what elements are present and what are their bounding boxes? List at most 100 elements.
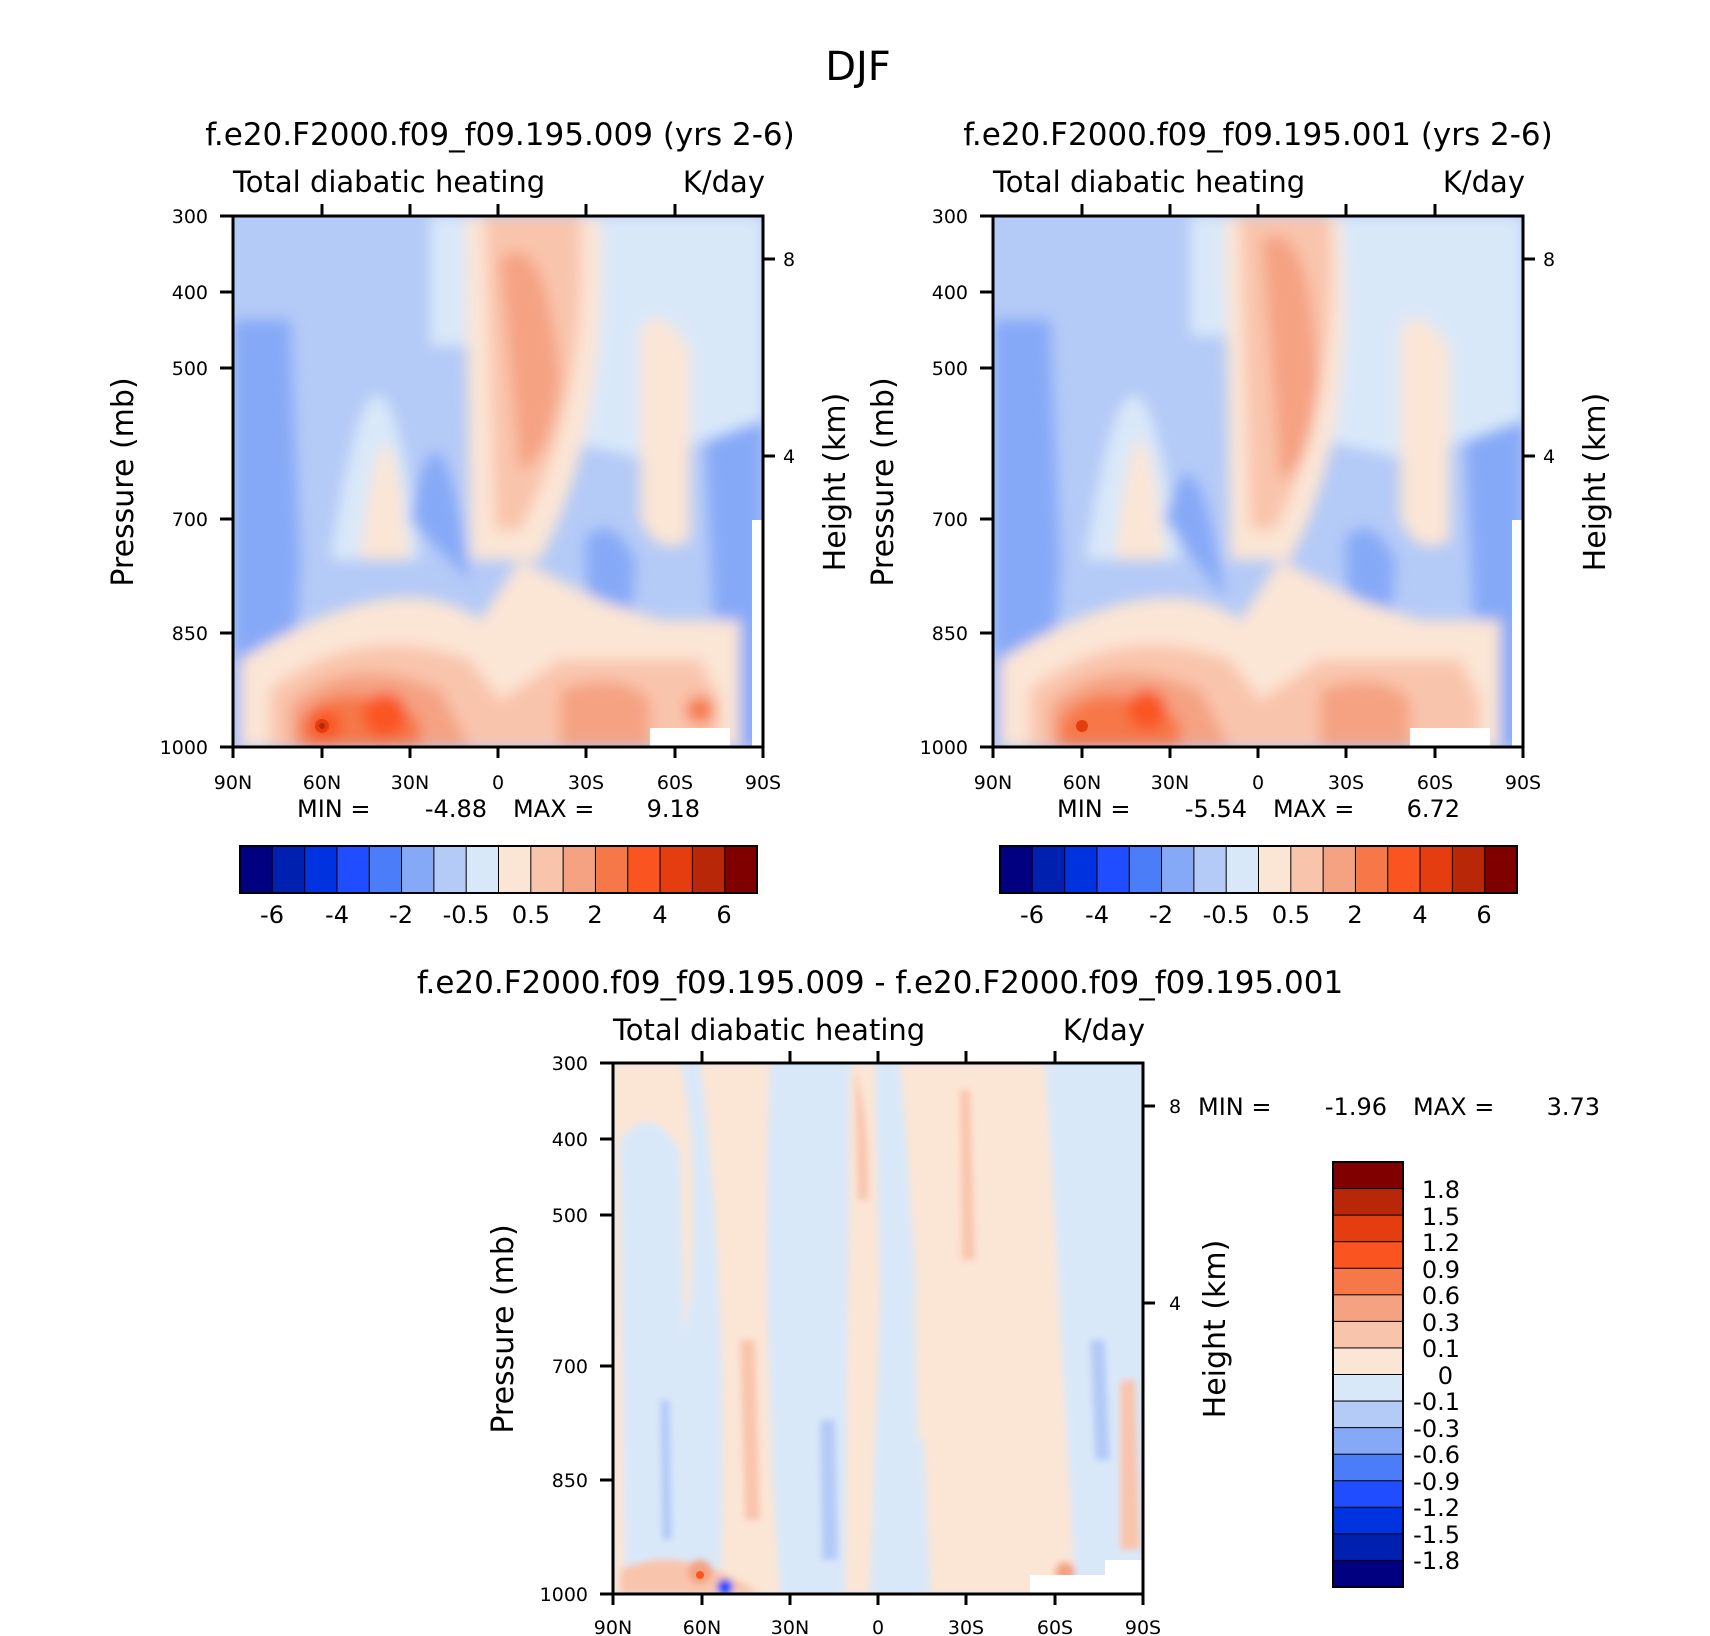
colorbar-box	[1322, 845, 1357, 894]
panel-2-x-tick-labels: 90N 60N 30N 0 30S 60S 90S	[974, 772, 1541, 794]
colorbar-box	[1161, 845, 1195, 894]
x-tick-label: 0	[872, 1617, 884, 1636]
colorbar-label: 6	[716, 901, 731, 929]
colorbar-box	[336, 845, 371, 894]
panel-3-colorbar-frame	[1332, 1161, 1404, 1588]
colorbar-label: -4	[325, 901, 349, 929]
colorbar-box	[1332, 1241, 1404, 1270]
colorbar-box	[1332, 1320, 1404, 1349]
colorbar-box	[1332, 1533, 1404, 1562]
y-tick-label: 300	[932, 206, 968, 228]
panel-2: f.e20.F2000.f09_f09.195.001 (yrs 2-6) To…	[866, 117, 1613, 929]
x-tick-label: 30S	[1328, 772, 1364, 794]
colorbar-box	[1225, 845, 1260, 894]
colorbar-box	[1332, 1294, 1404, 1323]
colorbar-label: 0.5	[1272, 901, 1310, 929]
panel-2-contour-field	[993, 216, 1523, 747]
panel-3-contour-field	[613, 1063, 1143, 1594]
panel-3-y-axis-label: Pressure (mb)	[486, 1224, 521, 1433]
x-tick-label: 60N	[683, 1617, 721, 1636]
panel-1-min-value: -4.88	[425, 795, 487, 823]
y-tick-label: 850	[552, 1470, 588, 1492]
panel-3-min-label: MIN =	[1198, 1093, 1271, 1121]
colorbar-box	[1332, 1427, 1404, 1455]
colorbar-box	[1332, 1347, 1404, 1376]
panel-1-contour-field	[233, 216, 763, 747]
y-tick-label: 850	[932, 623, 968, 645]
colorbar-box	[1332, 1161, 1404, 1190]
colorbar-label: 1.8	[1422, 1176, 1460, 1204]
panel-1-subtitle-left: Total diabatic heating	[232, 165, 545, 199]
y-tick-label: 850	[172, 623, 208, 645]
x-tick-label: 30N	[391, 772, 429, 794]
y-tick-label: 300	[172, 206, 208, 228]
colorbar-box	[1332, 1400, 1404, 1429]
panel-2-subtitle-left: Total diabatic heating	[992, 165, 1305, 199]
colorbar-label: -0.3	[1413, 1415, 1460, 1443]
panel-3-y-ticks-right	[1143, 1104, 1155, 1305]
colorbar-label: -0.9	[1413, 1468, 1460, 1496]
x-tick-label: 0	[492, 772, 504, 794]
colorbar-label: 4	[1412, 901, 1427, 929]
y-tick-label: 500	[552, 1205, 588, 1227]
panel-1-x-ticks-top	[320, 204, 677, 216]
x-tick-label: 90S	[1505, 772, 1541, 794]
colorbar-label: -0.6	[1413, 1441, 1460, 1469]
colorbar-box	[271, 845, 306, 894]
colorbar-label: -6	[1020, 901, 1044, 929]
colorbar-box	[562, 845, 597, 894]
panel-3: f.e20.F2000.f09_f09.195.009 - f.e20.F200…	[417, 965, 1600, 1636]
panel-2-x-ticks-top	[1080, 204, 1437, 216]
panel-1-title: f.e20.F2000.f09_f09.195.009 (yrs 2-6)	[205, 117, 795, 153]
panel-1-x-tick-labels: 90N 60N 30N 0 30S 60S 90S	[214, 772, 781, 794]
panel-3-subtitle-left: Total diabatic heating	[612, 1013, 925, 1047]
colorbar-label: -1.2	[1413, 1494, 1460, 1522]
y-right-tick-label: 8	[783, 249, 795, 271]
panel-3-min-value: -1.96	[1325, 1093, 1387, 1121]
y-tick-label: 1000	[160, 737, 208, 759]
y-tick-label: 500	[172, 358, 208, 380]
colorbar-box	[1064, 845, 1098, 894]
x-tick-label: 90S	[745, 772, 781, 794]
y-right-tick-label: 8	[1543, 249, 1555, 271]
panel-2-min-value: -5.54	[1185, 795, 1247, 823]
x-tick-label: 90N	[974, 772, 1012, 794]
colorbar-label: 6	[1476, 901, 1491, 929]
colorbar-label: 0.9	[1422, 1256, 1460, 1284]
colorbar-box	[401, 845, 435, 894]
colorbar-box	[1332, 1374, 1404, 1402]
x-tick-label: 0	[1252, 772, 1264, 794]
panel-3-title: f.e20.F2000.f09_f09.195.009 - f.e20.F200…	[417, 965, 1343, 1001]
y-tick-label: 1000	[920, 737, 968, 759]
panel-3-max-value: 3.73	[1547, 1093, 1600, 1121]
colorbar-box	[627, 845, 661, 894]
colorbar-label: -0.5	[443, 901, 490, 929]
colorbar-label: -6	[260, 901, 284, 929]
panel-3-y-tick-labels: 300 400 500 700 850 1000 8 4	[540, 1053, 1181, 1606]
panel-3-y-right-axis-label: Height (km)	[1198, 1240, 1233, 1419]
panel-3-y-ticks-left	[600, 1061, 613, 1596]
colorbar-label: 0.6	[1422, 1282, 1460, 1310]
colorbar-box	[1290, 845, 1324, 894]
x-tick-label: 30S	[568, 772, 604, 794]
colorbar-box	[1332, 1559, 1404, 1588]
figure-title: DJF	[825, 44, 891, 90]
colorbar-box	[498, 845, 532, 894]
colorbar-label: 2	[1347, 901, 1362, 929]
colorbar-box	[1451, 845, 1486, 894]
colorbar-label: -4	[1085, 901, 1109, 929]
panel-1-y-tick-labels: 300 400 500 700 850 1000 8 4	[160, 206, 795, 759]
y-tick-label: 400	[932, 282, 968, 304]
x-tick-label: 90S	[1125, 1617, 1161, 1636]
y-tick-label: 700	[552, 1356, 588, 1378]
panel-2-subtitle-right: K/day	[1443, 165, 1525, 199]
panel-1-colorbar	[239, 845, 758, 894]
colorbar-box	[1096, 845, 1131, 894]
colorbar-label: -1.5	[1413, 1521, 1460, 1549]
colorbar-box	[999, 845, 1034, 894]
x-tick-label: 90N	[214, 772, 252, 794]
colorbar-box	[659, 845, 694, 894]
panel-2-y-axis-label: Pressure (mb)	[866, 377, 901, 586]
panel-3-subtitle-right: K/day	[1063, 1013, 1145, 1047]
colorbar-label: -0.1	[1413, 1388, 1460, 1416]
